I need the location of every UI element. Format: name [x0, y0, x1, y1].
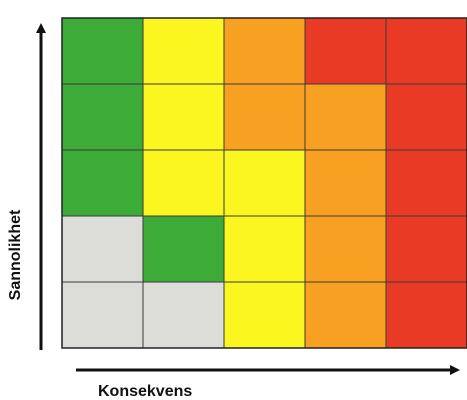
risk-cell-r1-c3-orange: [223, 17, 306, 85]
risk-cell-r1-c1-green: [61, 17, 144, 85]
risk-cell-r5-c2-gray: [142, 281, 225, 349]
risk-cell-r5-c5-red: [385, 281, 467, 349]
risk-cell-r3-c1-green: [61, 149, 144, 217]
risk-cell-r3-c3-yellow: [223, 149, 306, 217]
risk-cell-r5-c1-gray: [61, 281, 144, 349]
risk-cell-r3-c5-red: [385, 149, 467, 217]
risk-matrix-border: [61, 17, 467, 349]
risk-cell-r5-c4-orange: [304, 281, 387, 349]
risk-cell-r2-c2-yellow: [142, 83, 225, 151]
risk-cell-r2-c1-green: [61, 83, 144, 151]
risk-cell-r5-c3-yellow: [223, 281, 306, 349]
risk-cell-r2-c3-orange: [223, 83, 306, 151]
risk-cell-r4-c2-green: [142, 215, 225, 283]
risk-cell-r4-c4-orange: [304, 215, 387, 283]
risk-cell-r1-c2-yellow: [142, 17, 225, 85]
risk-cell-r2-c4-orange: [304, 83, 387, 151]
risk-cell-r4-c3-yellow: [223, 215, 306, 283]
risk-cell-r1-c4-red: [304, 17, 387, 85]
y-axis-label: Sannolikhet: [7, 209, 24, 300]
risk-cell-r1-c5-red: [385, 17, 467, 85]
risk-cell-r4-c5-red: [385, 215, 467, 283]
risk-cell-r2-c5-red: [385, 83, 467, 151]
risk-cell-r3-c4-orange: [304, 149, 387, 217]
risk-cell-r3-c2-yellow: [142, 149, 225, 217]
risk-cell-r4-c1-gray: [61, 215, 144, 283]
x-axis-label: Konsekvens: [98, 383, 192, 400]
risk-matrix-grid: [61, 17, 467, 349]
